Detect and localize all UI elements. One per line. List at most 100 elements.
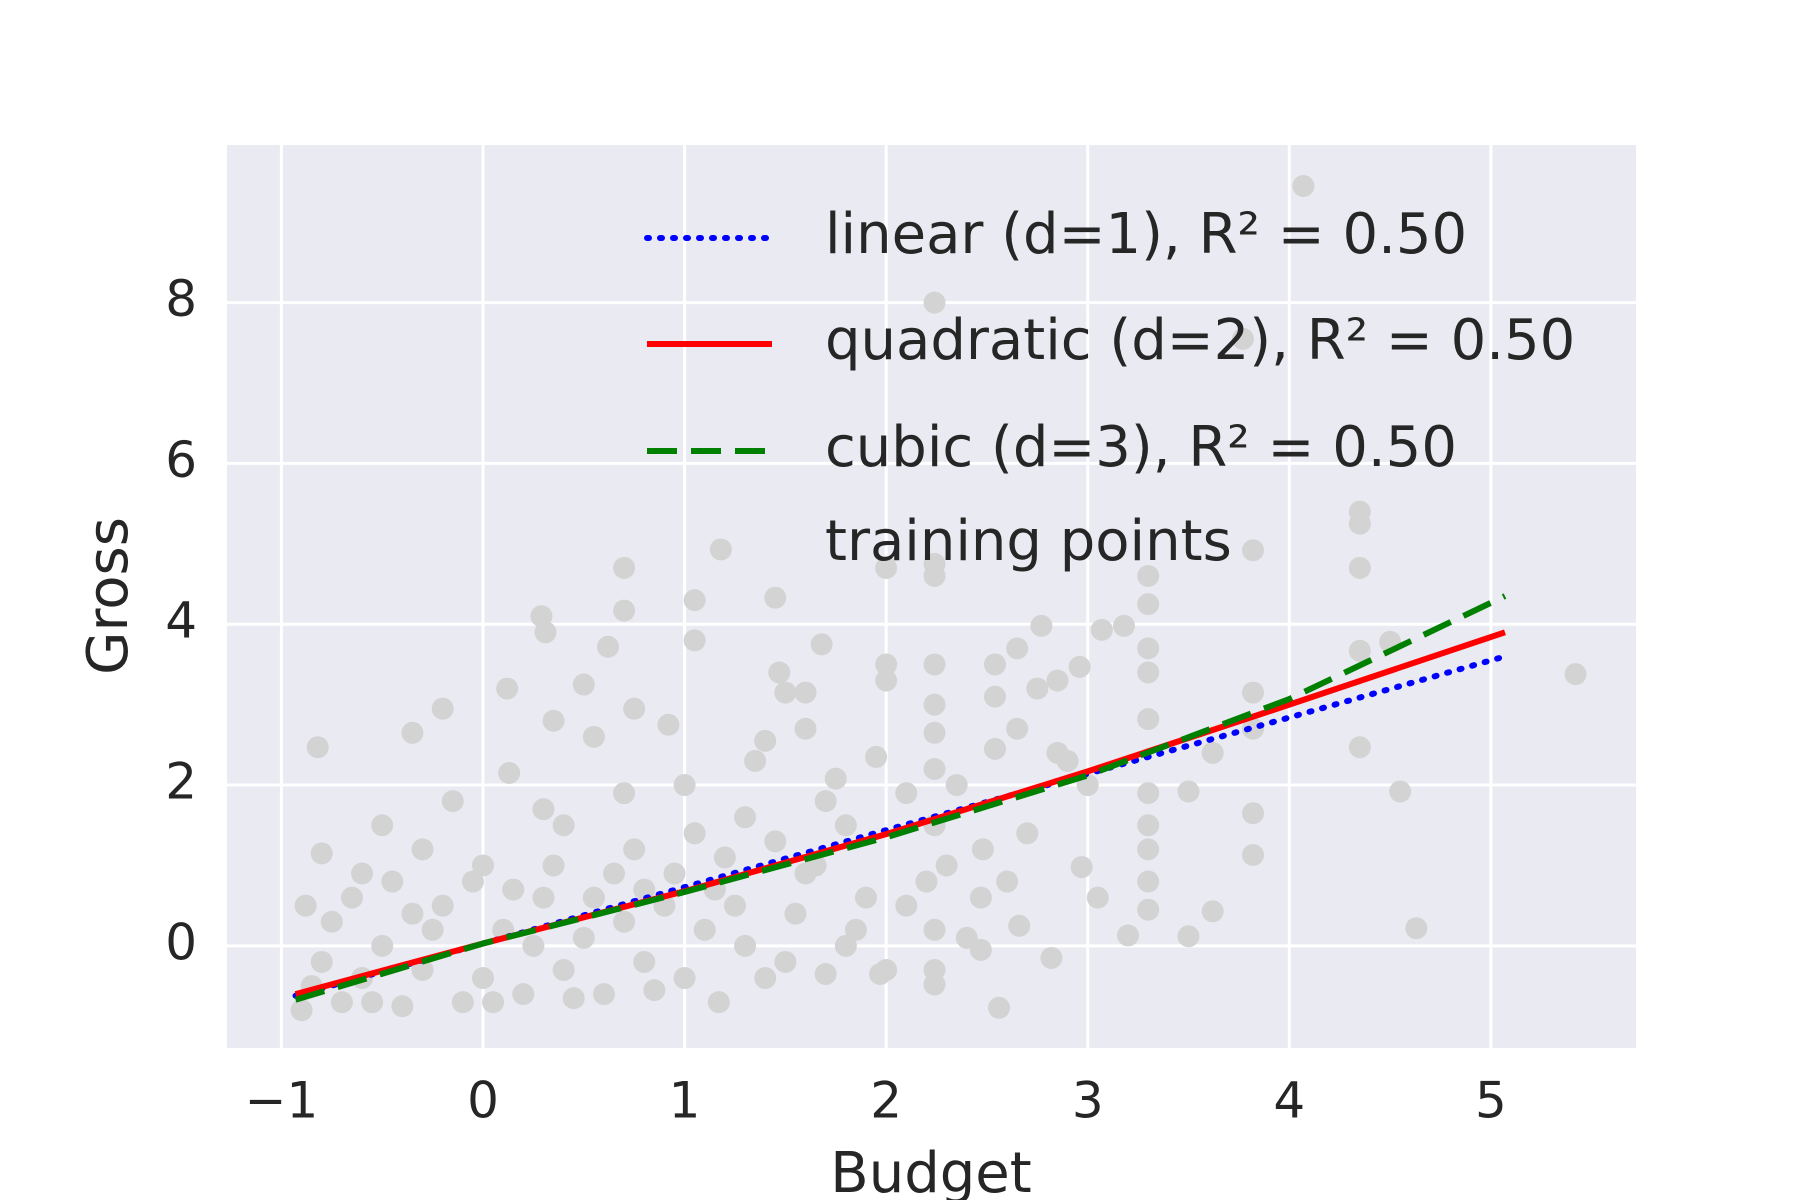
data-point bbox=[1113, 614, 1136, 637]
data-point bbox=[683, 629, 706, 652]
data-point bbox=[1177, 780, 1200, 803]
data-point bbox=[451, 991, 474, 1014]
data-point bbox=[754, 729, 777, 752]
data-point bbox=[764, 586, 787, 609]
data-point bbox=[603, 862, 626, 885]
data-point bbox=[1201, 741, 1224, 764]
data-point bbox=[709, 538, 732, 561]
data-point bbox=[320, 910, 343, 933]
data-point bbox=[734, 806, 757, 829]
data-point bbox=[471, 967, 494, 990]
data-point bbox=[683, 822, 706, 845]
data-point bbox=[1137, 564, 1160, 587]
x-tick-label: 3 bbox=[1072, 1072, 1104, 1130]
data-point bbox=[381, 870, 404, 893]
data-point bbox=[1137, 814, 1160, 837]
data-point bbox=[411, 959, 434, 982]
data-point bbox=[391, 995, 414, 1018]
data-point bbox=[814, 790, 837, 813]
data-point bbox=[542, 709, 565, 732]
data-point bbox=[657, 713, 680, 736]
data-point bbox=[294, 894, 317, 917]
data-point bbox=[572, 926, 595, 949]
data-point bbox=[983, 737, 1006, 760]
data-point bbox=[1242, 802, 1265, 825]
data-point bbox=[441, 790, 464, 813]
data-point bbox=[834, 814, 857, 837]
data-point bbox=[613, 599, 636, 622]
data-point bbox=[1137, 661, 1160, 684]
data-point bbox=[824, 767, 847, 790]
data-point bbox=[1389, 780, 1412, 803]
data-point bbox=[923, 973, 946, 996]
data-point bbox=[482, 991, 505, 1014]
data-point bbox=[1137, 708, 1160, 731]
data-point bbox=[945, 774, 968, 797]
data-point bbox=[1008, 914, 1031, 937]
data-point bbox=[713, 846, 736, 869]
data-point bbox=[774, 681, 797, 704]
data-point bbox=[707, 991, 730, 1014]
data-point bbox=[923, 653, 946, 676]
legend-label: cubic (d=3), R² = 0.50 bbox=[825, 415, 1457, 480]
data-point bbox=[351, 862, 374, 885]
data-point bbox=[613, 556, 636, 579]
data-point bbox=[572, 673, 595, 696]
data-point bbox=[969, 886, 992, 909]
data-point bbox=[1006, 637, 1029, 660]
data-point bbox=[683, 589, 706, 612]
data-point bbox=[552, 959, 575, 982]
x-tick-label: 1 bbox=[669, 1072, 701, 1130]
data-point bbox=[1056, 749, 1079, 772]
data-point bbox=[552, 814, 575, 837]
x-tick-label: 2 bbox=[870, 1072, 902, 1130]
data-point bbox=[923, 757, 946, 780]
data-point bbox=[915, 870, 938, 893]
data-point bbox=[768, 661, 791, 684]
data-point bbox=[744, 749, 767, 772]
data-point bbox=[1348, 512, 1371, 535]
data-point bbox=[663, 862, 686, 885]
data-point bbox=[1137, 782, 1160, 805]
data-point bbox=[810, 633, 833, 656]
data-point bbox=[1137, 593, 1160, 616]
x-tick-label: 5 bbox=[1475, 1072, 1507, 1130]
legend-label: quadratic (d=2), R² = 0.50 bbox=[825, 308, 1575, 373]
data-point bbox=[988, 996, 1011, 1019]
data-point bbox=[401, 721, 424, 744]
data-point bbox=[923, 918, 946, 941]
data-point bbox=[1068, 655, 1091, 678]
data-point bbox=[923, 721, 946, 744]
data-point bbox=[522, 934, 545, 957]
data-point bbox=[673, 774, 696, 797]
data-point bbox=[361, 991, 384, 1014]
fit-line bbox=[294, 593, 1507, 1003]
data-point bbox=[1030, 614, 1053, 637]
y-tick-label: 8 bbox=[165, 270, 197, 328]
data-point bbox=[431, 894, 454, 917]
data-point bbox=[1137, 870, 1160, 893]
data-point bbox=[534, 621, 557, 644]
data-point bbox=[875, 959, 898, 982]
data-point bbox=[875, 653, 898, 676]
data-point bbox=[1348, 556, 1371, 579]
data-point bbox=[371, 934, 394, 957]
data-point bbox=[613, 782, 636, 805]
data-point bbox=[723, 894, 746, 917]
data-point bbox=[1242, 539, 1265, 562]
data-point bbox=[502, 878, 525, 901]
data-point bbox=[498, 761, 521, 784]
data-point bbox=[643, 979, 666, 1002]
data-point bbox=[1177, 925, 1200, 948]
data-point bbox=[1348, 639, 1371, 662]
data-point bbox=[461, 870, 484, 893]
data-point bbox=[971, 838, 994, 861]
data-point bbox=[623, 697, 646, 720]
data-point bbox=[1292, 175, 1315, 198]
data-point bbox=[371, 814, 394, 837]
data-point bbox=[431, 697, 454, 720]
data-point bbox=[1090, 618, 1113, 641]
data-point bbox=[875, 556, 898, 579]
y-tick-label: 2 bbox=[165, 753, 197, 811]
